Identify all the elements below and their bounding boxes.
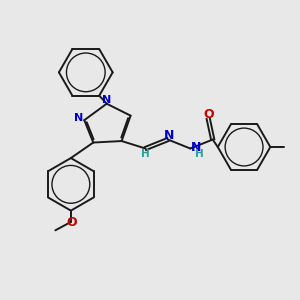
Text: O: O <box>203 108 214 121</box>
Text: H: H <box>140 149 149 160</box>
Text: O: O <box>67 216 77 229</box>
Text: N: N <box>164 129 174 142</box>
Text: H: H <box>195 149 204 160</box>
Text: N: N <box>102 95 111 105</box>
Text: N: N <box>74 113 84 123</box>
Text: N: N <box>190 141 201 154</box>
